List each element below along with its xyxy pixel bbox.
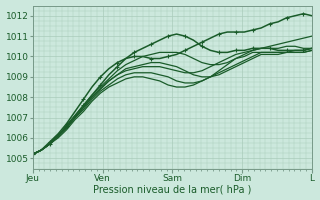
X-axis label: Pression niveau de la mer( hPa ): Pression niveau de la mer( hPa ) — [93, 184, 252, 194]
